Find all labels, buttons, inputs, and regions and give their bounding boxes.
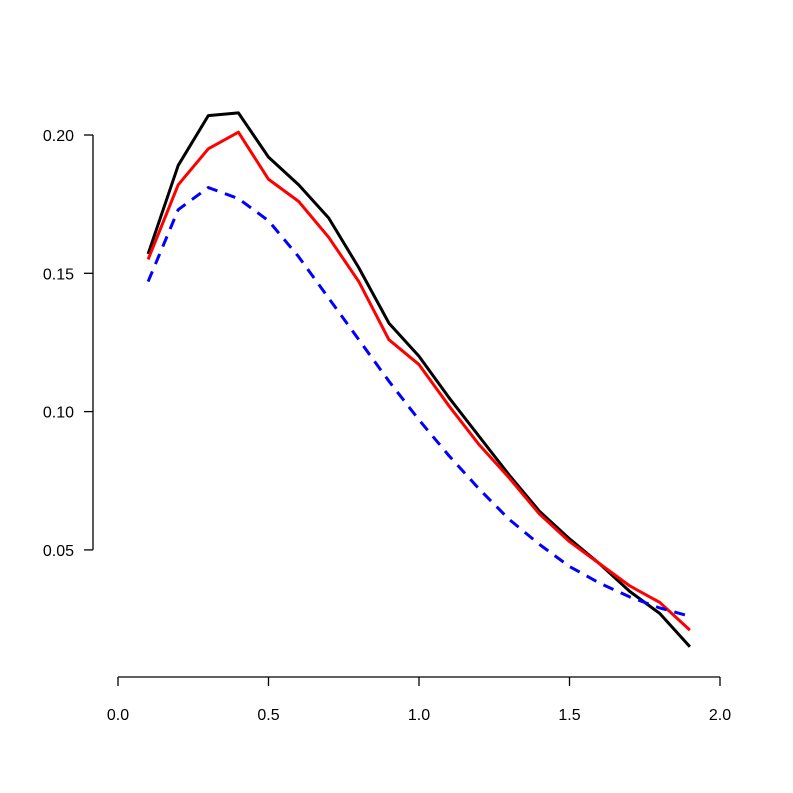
series-line-3: [146, 186, 691, 618]
x-tick-label: 2.0: [709, 707, 731, 724]
x-tick-label: 1.5: [558, 707, 580, 724]
series-line-2: [146, 130, 691, 632]
x-tick-label: 0.0: [107, 707, 129, 724]
series-group: [146, 111, 692, 648]
y-tick-label: 0.20: [43, 128, 74, 145]
axes: 0.0 0.5 1.0 1.5 2.0 0.05 0.10 0.15 0.20: [43, 128, 731, 724]
y-tick-label: 0.10: [43, 405, 74, 422]
series-line-1: [146, 111, 692, 648]
x-tick-label: 1.0: [408, 707, 430, 724]
y-tick-label: 0.05: [43, 543, 74, 560]
y-tick-label: 0.15: [43, 266, 74, 283]
x-tick-label: 0.5: [257, 707, 279, 724]
